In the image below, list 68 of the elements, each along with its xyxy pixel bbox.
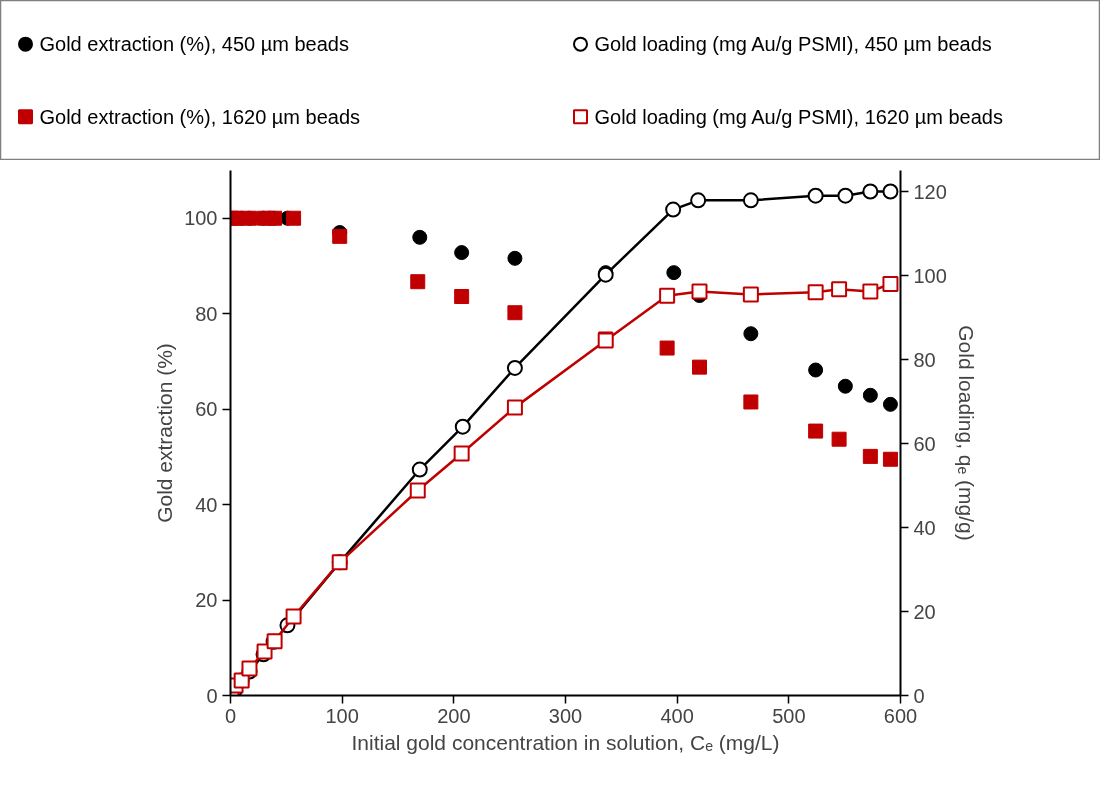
y-tick-label: 20 bbox=[195, 589, 218, 612]
point bbox=[507, 305, 523, 321]
y2-tick-label: 20 bbox=[913, 600, 936, 623]
point bbox=[742, 286, 759, 303]
point bbox=[882, 183, 899, 200]
point bbox=[743, 394, 759, 410]
point bbox=[807, 187, 824, 204]
y2-tick-label: 80 bbox=[913, 348, 936, 371]
point bbox=[882, 451, 898, 467]
x-tick-label: 600 bbox=[883, 704, 918, 727]
point bbox=[862, 283, 879, 300]
point bbox=[454, 245, 470, 261]
y-tick-label: 80 bbox=[195, 302, 218, 325]
y2-tick-label: 60 bbox=[913, 432, 936, 455]
point bbox=[692, 359, 707, 375]
point bbox=[742, 192, 759, 209]
y-tick-label: 100 bbox=[184, 207, 218, 230]
point bbox=[410, 274, 426, 290]
y-tick-label: 40 bbox=[195, 493, 218, 516]
legend-label: Gold loading (mg Au/g PSMI), 450 µm beads bbox=[594, 33, 992, 56]
point bbox=[882, 275, 899, 292]
point bbox=[285, 608, 302, 625]
point bbox=[506, 359, 523, 376]
y2-tick-label: 120 bbox=[913, 180, 947, 203]
y2-axis-title: Gold loading, qₑ (mg/g) bbox=[954, 325, 978, 541]
point bbox=[409, 482, 426, 499]
point bbox=[659, 340, 675, 356]
legend-label: Gold extraction (%), 1620 µm beads bbox=[39, 105, 361, 128]
point bbox=[286, 210, 302, 226]
point bbox=[665, 201, 682, 218]
x-tick-label: 200 bbox=[437, 704, 471, 727]
point bbox=[807, 284, 824, 301]
x-tick-label: 500 bbox=[772, 704, 806, 727]
x-tick-label: 100 bbox=[325, 704, 359, 727]
legend-label: Gold loading (mg Au/g PSMI), 1620 µm beads bbox=[594, 105, 1003, 128]
point bbox=[691, 283, 708, 300]
point bbox=[666, 265, 682, 281]
point bbox=[837, 187, 854, 204]
point bbox=[507, 250, 523, 266]
y2-tick-label: 40 bbox=[913, 516, 936, 539]
x-tick-label: 300 bbox=[548, 704, 583, 727]
point bbox=[454, 289, 470, 304]
y-tick-label: 0 bbox=[206, 684, 218, 707]
point bbox=[862, 387, 878, 403]
point bbox=[453, 445, 470, 462]
point bbox=[882, 396, 898, 412]
point bbox=[862, 183, 879, 200]
point bbox=[690, 192, 707, 209]
point bbox=[862, 448, 878, 464]
point bbox=[831, 281, 848, 298]
point bbox=[743, 326, 759, 342]
y-axis-title: Gold extraction (%) bbox=[153, 343, 177, 523]
point bbox=[411, 461, 428, 478]
y2-tick-label: 0 bbox=[913, 684, 925, 707]
y-tick-label: 60 bbox=[195, 398, 218, 421]
x-axis-title: Initial gold concentration in solution, Cₑ (mg/L) bbox=[351, 730, 780, 754]
legend-label: Gold extraction (%), 450 µm beads bbox=[39, 33, 349, 56]
point bbox=[659, 287, 676, 304]
point bbox=[412, 229, 428, 245]
point bbox=[808, 423, 824, 439]
point bbox=[837, 378, 853, 394]
point bbox=[808, 362, 824, 378]
x-tick-label: 400 bbox=[660, 704, 694, 727]
x-tick-label: 0 bbox=[224, 704, 237, 727]
point bbox=[831, 431, 847, 447]
point bbox=[454, 418, 471, 435]
y2-tick-label: 100 bbox=[913, 264, 947, 287]
point bbox=[506, 399, 523, 416]
